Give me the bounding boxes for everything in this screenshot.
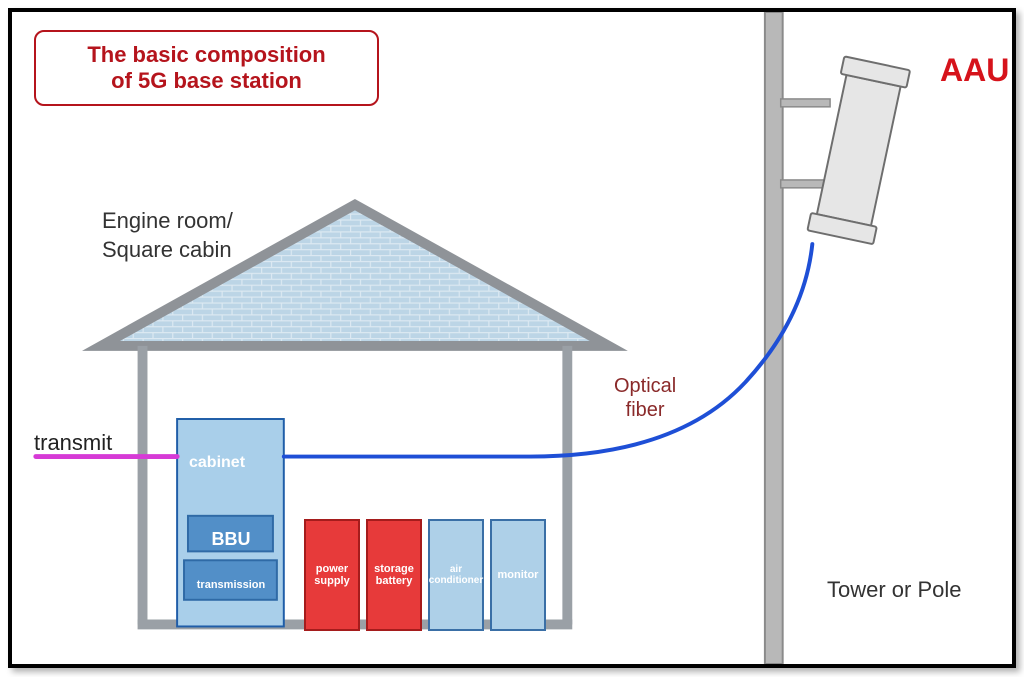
title-box: The basic composition of 5G base station <box>34 30 379 106</box>
power-supply-label2: supply <box>314 575 349 587</box>
storage-battery-box: storagebattery <box>366 519 422 631</box>
tower-label: Tower or Pole <box>827 577 962 603</box>
air-conditioner-label2: conditioner <box>429 575 483 586</box>
power-supply-box: powersupply <box>304 519 360 631</box>
title-line1: The basic composition <box>44 42 369 68</box>
cabinet-label: cabinet <box>189 454 245 472</box>
storage-battery-label1: storage <box>374 563 414 575</box>
power-supply-label1: power <box>316 563 348 575</box>
bbu-label: BBU <box>188 529 274 550</box>
aau-label: AAU <box>940 52 1009 89</box>
engine-room-label: Engine room/ Square cabin <box>102 207 233 264</box>
transmission-label: transmission <box>184 579 278 591</box>
monitor-box: monitor <box>490 519 546 631</box>
air-conditioner-label1: air <box>450 564 462 575</box>
diagram-frame: The basic composition of 5G base station… <box>8 8 1016 668</box>
monitor-label1: monitor <box>498 569 539 581</box>
storage-battery-label2: battery <box>376 575 413 587</box>
optical-fiber-label: Optical fiber <box>614 374 676 422</box>
air-conditioner-box: airconditioner <box>428 519 484 631</box>
transmit-label: transmit <box>34 430 112 456</box>
title-line2: of 5G base station <box>44 68 369 94</box>
